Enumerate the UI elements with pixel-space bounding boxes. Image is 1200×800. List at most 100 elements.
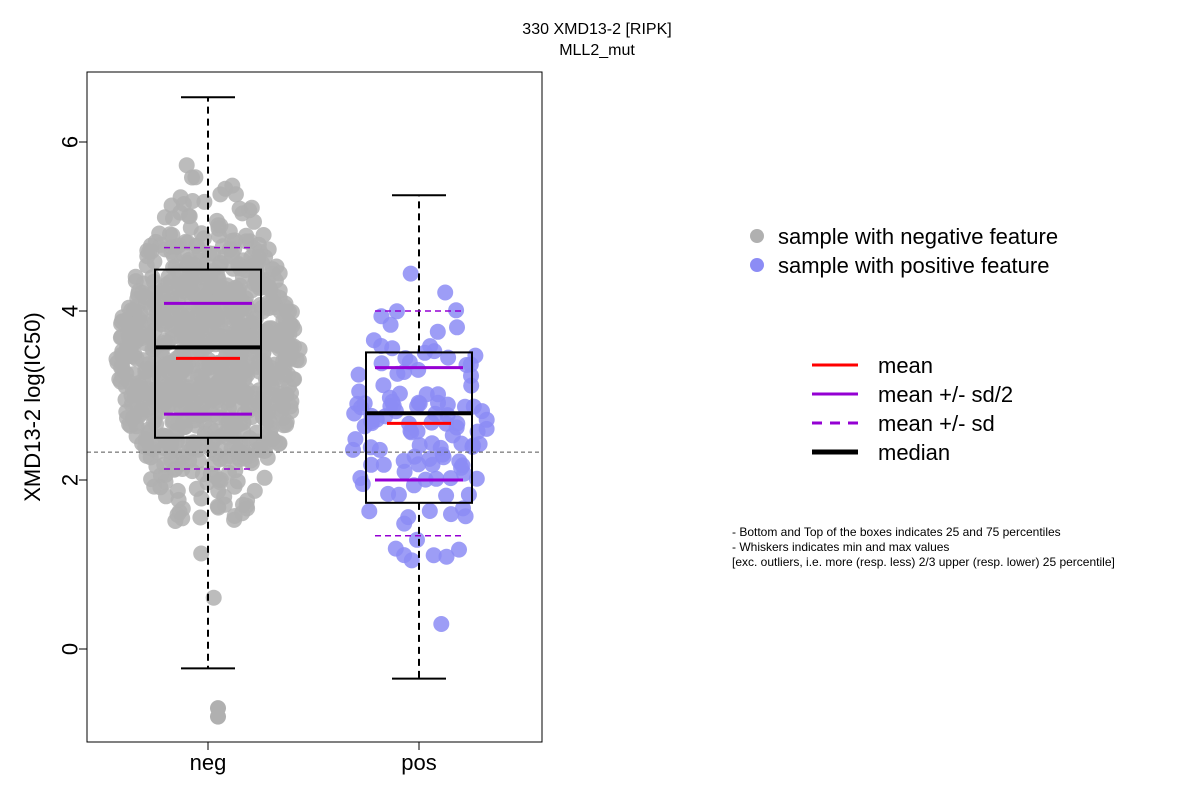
data-point (127, 268, 144, 285)
data-point (192, 509, 209, 526)
data-point (199, 392, 215, 408)
data-point (449, 319, 465, 336)
data-point (246, 275, 263, 292)
data-point (271, 331, 288, 348)
data-point (438, 487, 455, 504)
data-point (174, 500, 191, 517)
data-point (391, 385, 408, 402)
data-point (474, 403, 490, 420)
data-point (179, 355, 196, 372)
data-point (193, 368, 210, 384)
data-point (202, 420, 219, 437)
stats-layer (87, 96, 542, 680)
data-point (387, 540, 404, 557)
data-point (212, 360, 229, 377)
data-point (163, 197, 180, 214)
data-point (210, 409, 227, 426)
legend-line-label: mean +/- sd (878, 411, 995, 436)
data-point (165, 210, 181, 227)
data-point (175, 196, 192, 212)
data-point (144, 341, 161, 358)
data-point (440, 349, 457, 366)
data-point (238, 227, 255, 244)
data-point (248, 433, 265, 450)
data-point (131, 384, 147, 401)
data-point (128, 428, 145, 445)
data-point (122, 341, 139, 358)
data-point (271, 265, 288, 282)
data-point (151, 225, 168, 242)
data-point (227, 186, 244, 203)
data-point (167, 513, 184, 529)
data-point (205, 245, 222, 262)
data-point (375, 377, 392, 394)
data-point (169, 482, 186, 499)
data-point (204, 278, 221, 295)
y-tick-label: 6 (58, 136, 83, 148)
y-tick-label: 4 (58, 305, 83, 317)
data-point (453, 435, 470, 452)
data-point (212, 471, 229, 488)
legend-line-label: median (878, 440, 950, 465)
data-point (409, 423, 426, 440)
data-point (139, 401, 156, 418)
data-point (209, 498, 226, 515)
legend-point-label: sample with positive feature (778, 253, 1049, 278)
data-point (239, 500, 256, 517)
points-layer (108, 157, 495, 725)
data-point (163, 360, 180, 376)
data-point (236, 370, 253, 387)
data-point (168, 426, 185, 443)
data-point (356, 395, 373, 412)
data-point (406, 448, 423, 465)
data-point (189, 441, 206, 458)
legend-point-marker (750, 258, 764, 272)
note-line: - Bottom and Top of the boxes indicates … (732, 525, 1061, 539)
data-point (453, 459, 470, 476)
data-point (429, 323, 446, 340)
axis-layer: 0 2 4 6 neg pos (58, 136, 437, 775)
data-point (140, 356, 157, 373)
data-point (424, 435, 440, 452)
data-point (280, 378, 297, 395)
data-point (421, 503, 438, 519)
iqr-box (365, 351, 473, 504)
data-point (259, 449, 276, 466)
data-point (435, 449, 452, 466)
data-point (259, 366, 276, 383)
data-point (193, 490, 210, 507)
data-point (187, 238, 204, 254)
data-point (157, 284, 174, 301)
data-point (213, 328, 230, 345)
data-point (400, 509, 417, 526)
data-point (385, 397, 402, 414)
data-point (442, 470, 459, 487)
data-point (346, 405, 363, 422)
outlier-point (210, 708, 226, 725)
data-point (438, 548, 455, 565)
data-point (433, 616, 450, 632)
data-point (409, 531, 425, 548)
data-point (462, 356, 479, 373)
data-point (282, 316, 299, 333)
data-point (222, 372, 239, 389)
data-point (196, 193, 213, 210)
data-point (219, 394, 236, 411)
data-point (218, 277, 235, 294)
data-point (167, 258, 184, 275)
data-point (263, 420, 280, 437)
data-point (226, 511, 243, 528)
data-point (361, 503, 378, 520)
data-point (255, 227, 272, 243)
data-point (403, 552, 420, 569)
data-point (170, 237, 187, 254)
legend: sample with negative feature sample with … (750, 224, 1058, 465)
data-point (282, 398, 299, 415)
data-point (179, 308, 196, 325)
data-point (286, 338, 302, 355)
x-tick-label: pos (401, 750, 436, 775)
legend-line-label: mean (878, 353, 933, 378)
data-point (187, 169, 204, 186)
data-point (352, 470, 369, 486)
